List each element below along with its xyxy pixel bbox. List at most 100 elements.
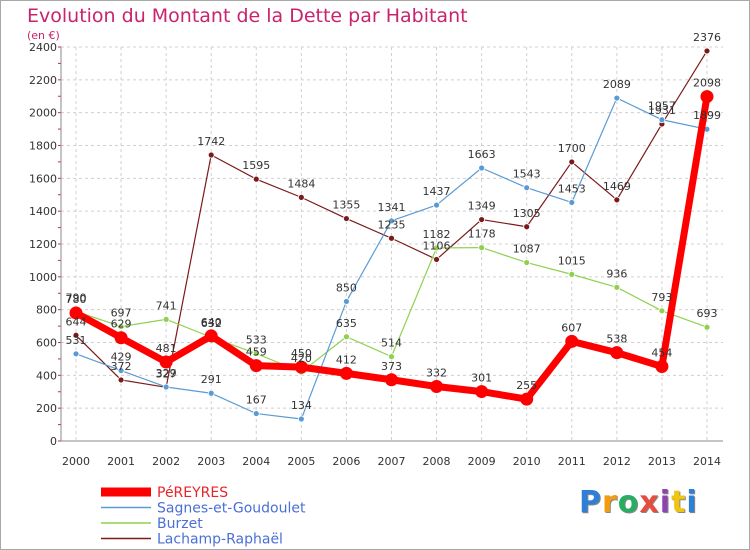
y-tick-label: 1200	[29, 238, 57, 251]
data-label: 1087	[513, 243, 541, 256]
data-point	[478, 164, 486, 172]
data-point	[475, 385, 489, 399]
data-label: 1742	[197, 135, 225, 148]
data-point	[297, 193, 305, 201]
data-label: 1106	[423, 239, 451, 252]
data-label: 327	[156, 367, 177, 380]
data-point	[343, 215, 350, 222]
y-tick-label: 400	[36, 369, 57, 382]
data-point	[523, 259, 531, 266]
data-label: 790	[66, 291, 87, 304]
data-label: 1235	[377, 218, 405, 231]
data-label: 301	[471, 372, 492, 385]
x-tick-label: 2014	[693, 455, 721, 468]
data-point	[72, 350, 80, 358]
x-tick-label: 2013	[648, 455, 676, 468]
data-point	[700, 90, 714, 104]
y-tick-label: 1400	[29, 205, 57, 218]
data-label: 459	[246, 346, 267, 359]
x-tick-label: 2006	[332, 455, 360, 468]
data-point	[613, 196, 621, 204]
data-point	[568, 270, 576, 278]
data-point	[69, 306, 83, 320]
data-point	[252, 410, 260, 417]
data-label: 1182	[423, 228, 451, 241]
data-point	[388, 234, 395, 242]
data-point	[523, 184, 531, 192]
data-label: 850	[336, 281, 357, 294]
data-label: 1015	[558, 254, 586, 267]
x-tick-label: 2010	[513, 455, 541, 468]
data-point	[523, 223, 531, 231]
data-label: 332	[426, 366, 447, 379]
x-tick-label: 2012	[603, 455, 631, 468]
x-tick-label: 2009	[468, 455, 496, 468]
legend-entry: Lachamp-Raphaël	[157, 532, 283, 548]
data-label: 531	[66, 334, 87, 347]
data-point	[433, 256, 440, 263]
data-point	[339, 366, 353, 380]
data-point	[568, 158, 576, 166]
data-label: 1437	[423, 185, 451, 198]
y-tick-label: 1800	[29, 140, 57, 153]
data-point	[655, 359, 669, 373]
logo-letter: r	[602, 485, 618, 520]
y-tick-label: 0	[50, 435, 57, 448]
data-label: 2376	[693, 31, 721, 44]
data-label: 1453	[558, 182, 586, 195]
data-label: 1484	[287, 177, 315, 190]
data-point	[658, 307, 666, 315]
data-label: 936	[606, 267, 627, 280]
data-point	[162, 315, 170, 323]
data-label: 1355	[332, 199, 360, 212]
legend-entry: Sagnes-et-Goudoulet	[157, 501, 306, 517]
data-label: 1349	[468, 200, 496, 213]
data-point	[610, 346, 624, 360]
data-label: 255	[516, 379, 537, 392]
data-label: 429	[111, 351, 132, 364]
y-tick-label: 2200	[29, 74, 57, 87]
data-label: 632	[201, 317, 222, 330]
logo-letter: x	[639, 485, 660, 520]
data-label: 167	[246, 394, 267, 407]
x-tick-label: 2008	[423, 455, 451, 468]
data-label: 1595	[242, 159, 270, 172]
legend-entry: Burzet	[157, 516, 203, 532]
data-label: 741	[156, 299, 177, 312]
data-label: 2098	[693, 77, 721, 90]
data-point	[207, 151, 215, 159]
data-label: 134	[291, 399, 312, 412]
data-point	[703, 47, 711, 55]
data-point	[252, 350, 260, 357]
y-tick-label: 800	[36, 304, 57, 317]
data-point	[565, 334, 579, 348]
x-tick-label: 2002	[152, 455, 180, 468]
data-label: 372	[111, 360, 132, 373]
logo-letter: o	[617, 485, 640, 520]
data-label: 644	[66, 315, 87, 328]
data-point	[117, 376, 125, 384]
data-label: 373	[381, 360, 402, 373]
data-point	[388, 217, 395, 225]
data-label: 1305	[513, 207, 541, 220]
data-point	[388, 353, 395, 361]
data-point	[249, 359, 263, 373]
data-point	[520, 392, 534, 406]
data-point	[72, 331, 80, 339]
data-point	[162, 383, 170, 391]
data-label: 693	[696, 307, 717, 320]
x-tick-label: 2011	[558, 455, 586, 468]
data-label: 629	[111, 318, 132, 331]
chart-subtitle: (en €)	[27, 29, 60, 42]
data-label: 420	[291, 352, 312, 365]
data-label: 635	[336, 317, 357, 330]
data-point	[343, 298, 350, 305]
data-point	[613, 283, 621, 291]
data-point	[207, 389, 215, 397]
data-label: 780	[66, 293, 87, 306]
data-label: 793	[651, 291, 672, 304]
data-point	[114, 331, 128, 345]
chart-title: Evolution du Montant de la Dette par Hab…	[27, 5, 468, 27]
